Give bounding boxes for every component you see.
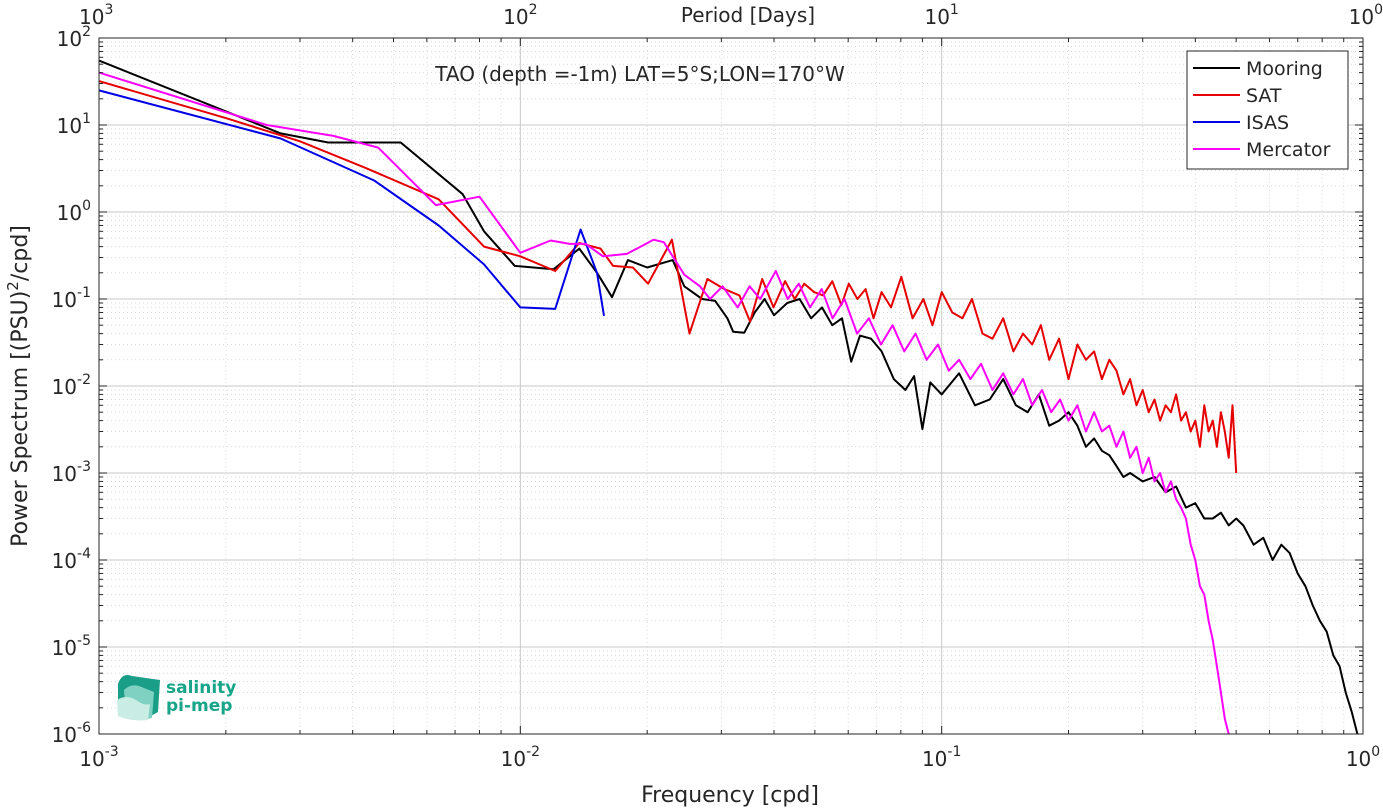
y-tick-label: 10-3 <box>52 459 91 486</box>
top-tick-label-base: 10 <box>503 5 528 29</box>
wave-logo-icon <box>117 675 160 721</box>
y-axis-label: Power Spectrum [(PSU)2/cpd] <box>4 225 33 547</box>
top-axis-label: Period [Days] <box>681 3 815 27</box>
top-tick-label-exponent: 1 <box>950 2 959 18</box>
y-tick-label: 102 <box>57 24 91 51</box>
y-tick-label-base: 10 <box>57 201 82 225</box>
y-tick-label-exponent: -5 <box>77 633 91 649</box>
x-tick-label: 10-1 <box>922 744 961 771</box>
legend-label-isas: ISAS <box>1246 112 1289 134</box>
y-tick-label-base: 10 <box>52 549 77 573</box>
top-tick-label-exponent: 0 <box>1374 2 1383 18</box>
y-tick-label: 10-2 <box>52 372 91 399</box>
y-tick-label-base: 10 <box>57 27 82 51</box>
x-tick-label-base: 10 <box>79 747 104 771</box>
y-tick-label: 10-5 <box>52 633 91 660</box>
x-tick-label-exponent: 0 <box>1371 744 1380 760</box>
top-tick-label: 101 <box>924 2 958 29</box>
top-tick-label-exponent: 2 <box>529 2 538 18</box>
y-tick-label-base: 10 <box>57 114 82 138</box>
logo-text-pi-mep: pi-mep <box>166 696 232 716</box>
legend-label-mooring: Mooring <box>1246 58 1323 80</box>
y-tick-label-exponent: -2 <box>77 372 91 388</box>
y-tick-label-exponent: -4 <box>77 546 91 562</box>
x-tick-label: 10-2 <box>501 744 540 771</box>
y-tick-label-base: 10 <box>52 636 77 660</box>
y-tick-label: 10-6 <box>52 720 92 747</box>
x-tick-label-exponent: -2 <box>526 744 540 760</box>
logo-text-salinity: salinity <box>166 678 236 698</box>
x-tick-label-exponent: -3 <box>105 744 119 760</box>
series-line-isas <box>98 89 605 317</box>
y-tick-label-exponent: -1 <box>77 285 91 301</box>
y-tick-label-exponent: 0 <box>82 198 91 214</box>
y-axis-label-tail: /cpd] <box>8 225 33 281</box>
series-line-mercator <box>98 71 1230 735</box>
x-tick-label: 100 <box>1346 744 1380 771</box>
x-tick-label-base: 10 <box>1346 747 1371 771</box>
y-axis-label-base: Power Spectrum [(PSU) <box>8 291 33 547</box>
legend-items: Mooring SAT ISAS Mercator <box>1193 58 1331 161</box>
y-tick-label-exponent: -3 <box>77 459 91 475</box>
legend-label-mercator: Mercator <box>1246 139 1331 161</box>
x-tick-label: 10-3 <box>79 744 118 771</box>
chart-title: TAO (depth =-1m) LAT=5°S;LON=170°W <box>434 62 845 86</box>
y-tick-label-base: 10 <box>52 462 77 486</box>
series-line-sat <box>98 80 1238 474</box>
y-tick-label-base: 10 <box>52 375 77 399</box>
x-tick-label-base: 10 <box>922 747 947 771</box>
x-tick-label-exponent: -1 <box>947 744 961 760</box>
top-tick-label-exponent: 3 <box>104 2 113 18</box>
legend: Mooring SAT ISAS Mercator <box>1186 50 1349 170</box>
y-tick-label: 10-1 <box>52 285 91 312</box>
y-tick-label-base: 10 <box>52 288 77 312</box>
tick-marks <box>98 37 1364 735</box>
y-tick-label-exponent: 1 <box>82 111 91 127</box>
y-tick-label-exponent: -6 <box>77 720 91 736</box>
y-tick-label: 10-4 <box>52 546 92 573</box>
y-tick-label-exponent: 2 <box>82 24 91 40</box>
y-tick-label-base: 10 <box>52 723 77 747</box>
salinity-pi-mep-logo: salinity pi-mep <box>117 675 236 721</box>
x-tick-label-base: 10 <box>501 747 526 771</box>
top-tick-label-base: 10 <box>79 5 104 29</box>
top-tick-label: 103 <box>79 2 113 29</box>
tick-labels: 10-3 10-2 10-1 10010210110010-110-210-310-4… <box>52 2 1383 771</box>
series-layer <box>98 59 1359 735</box>
top-tick-label-base: 10 <box>1349 5 1374 29</box>
series-line-mooring <box>98 59 1359 735</box>
x-axis-label: Frequency [cpd] <box>641 783 819 808</box>
y-tick-label: 100 <box>57 198 91 225</box>
top-tick-label-base: 10 <box>924 5 949 29</box>
y-axis-label-superscript: 2 <box>4 281 22 291</box>
top-tick-label: 100 <box>1349 2 1383 29</box>
legend-label-sat: SAT <box>1246 85 1282 107</box>
top-tick-label: 102 <box>503 2 537 29</box>
y-tick-label: 101 <box>57 111 91 138</box>
